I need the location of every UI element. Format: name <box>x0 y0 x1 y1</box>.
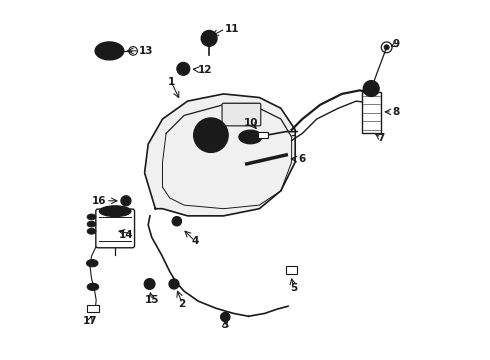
Ellipse shape <box>87 214 96 220</box>
Text: 16: 16 <box>91 196 106 206</box>
Circle shape <box>220 312 230 321</box>
Text: 8: 8 <box>392 107 399 117</box>
Text: 15: 15 <box>145 295 159 305</box>
Bar <box>362 92 381 134</box>
Ellipse shape <box>239 130 262 144</box>
Text: 6: 6 <box>298 154 305 164</box>
Ellipse shape <box>87 228 96 234</box>
Text: 13: 13 <box>139 46 154 56</box>
Ellipse shape <box>87 221 96 227</box>
Circle shape <box>364 81 379 96</box>
Circle shape <box>169 279 179 289</box>
FancyBboxPatch shape <box>96 209 135 248</box>
Text: 3: 3 <box>221 320 229 330</box>
Circle shape <box>194 118 228 152</box>
Text: 11: 11 <box>225 24 240 34</box>
Text: 7: 7 <box>378 133 385 143</box>
Circle shape <box>384 45 389 50</box>
Text: 17: 17 <box>83 316 98 325</box>
Ellipse shape <box>95 42 124 60</box>
FancyBboxPatch shape <box>222 103 261 126</box>
Text: 9: 9 <box>392 40 399 49</box>
Bar <box>258 132 269 138</box>
Text: 10: 10 <box>244 118 259 128</box>
Text: 5: 5 <box>290 283 297 293</box>
Bar <box>286 266 297 274</box>
Circle shape <box>172 217 181 226</box>
Text: 1: 1 <box>168 77 175 87</box>
Ellipse shape <box>87 260 98 267</box>
Text: 12: 12 <box>197 64 212 75</box>
Circle shape <box>177 62 190 75</box>
Text: 4: 4 <box>191 236 198 246</box>
Polygon shape <box>145 94 295 216</box>
Text: 14: 14 <box>119 230 134 239</box>
Ellipse shape <box>99 206 131 217</box>
Ellipse shape <box>243 132 258 142</box>
Text: 2: 2 <box>179 299 186 309</box>
Circle shape <box>121 196 131 206</box>
Ellipse shape <box>87 283 98 291</box>
Bar <box>87 305 98 312</box>
Circle shape <box>144 279 155 289</box>
Circle shape <box>201 31 217 46</box>
